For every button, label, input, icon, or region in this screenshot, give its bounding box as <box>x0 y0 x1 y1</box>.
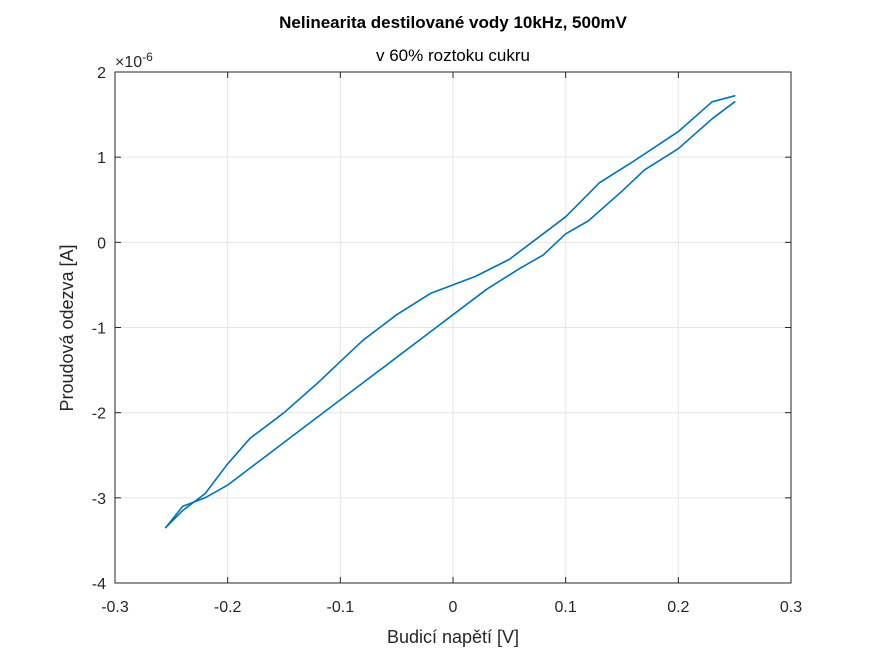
y-exponent-label: ×10-6 <box>115 50 153 71</box>
series-line-1 <box>164 95 736 529</box>
y-tick-label: 2 <box>97 65 106 82</box>
x-tick-labels: -0.3 -0.2 -0.1 0 0.1 0.2 0.3 <box>101 599 802 616</box>
y-tick-label: -1 <box>92 321 106 338</box>
y-exponent-base: ×10 <box>115 54 142 71</box>
plot-lines <box>164 95 736 529</box>
x-axis-label: Budicí napětí [V] <box>387 627 519 647</box>
x-tick-label: -0.2 <box>214 599 242 616</box>
axis-ticks <box>114 71 792 584</box>
y-axis-label: Proudová odezva [A] <box>57 244 77 411</box>
x-tick-label: 0.2 <box>667 599 689 616</box>
y-tick-label: -2 <box>92 406 106 423</box>
y-tick-label: 1 <box>97 150 106 167</box>
y-tick-label: 0 <box>97 235 106 252</box>
y-tick-labels: -4 -3 -2 -1 0 1 2 <box>92 65 106 593</box>
grid-lines <box>115 72 791 583</box>
x-tick-label: -0.3 <box>101 599 129 616</box>
chart-subtitle: v 60% roztoku cukru <box>376 46 530 65</box>
x-tick-label: 0.3 <box>780 599 802 616</box>
y-exponent-power: -6 <box>142 50 153 64</box>
chart-title: Nelinearita destilované vody 10kHz, 500m… <box>279 13 627 32</box>
y-tick-label: -3 <box>92 491 106 508</box>
x-tick-label: 0.1 <box>555 599 577 616</box>
series-line-2 <box>164 101 736 529</box>
y-tick-label: -4 <box>92 576 106 593</box>
x-tick-label: -0.1 <box>327 599 355 616</box>
x-tick-label: 0 <box>449 599 458 616</box>
